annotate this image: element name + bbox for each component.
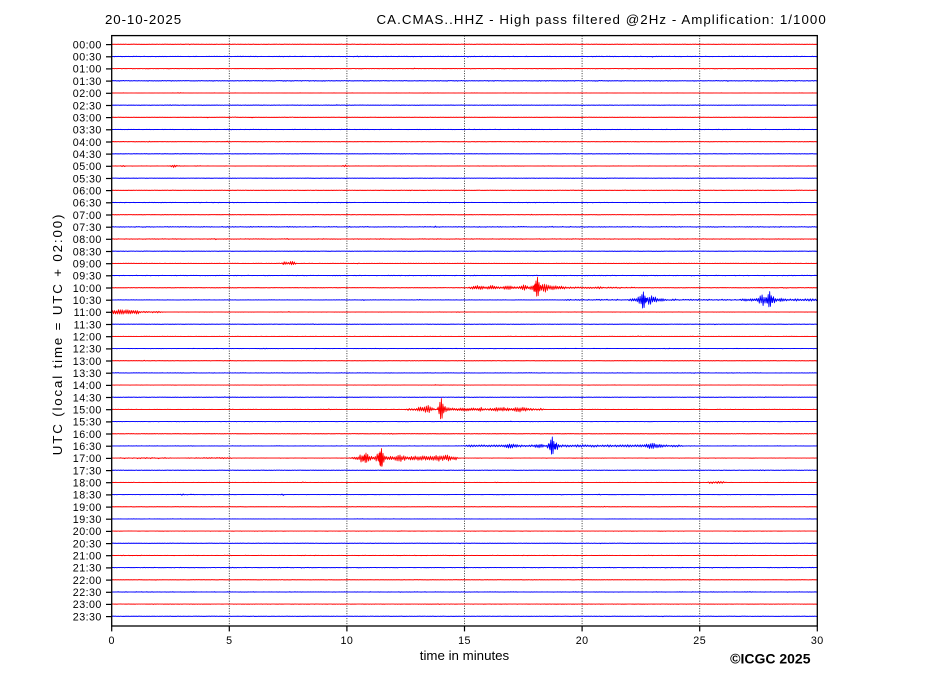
svg-text:20: 20 bbox=[576, 635, 589, 647]
svg-text:01:30: 01:30 bbox=[73, 76, 102, 88]
svg-text:23:00: 23:00 bbox=[73, 599, 102, 611]
svg-text:07:30: 07:30 bbox=[73, 222, 102, 234]
svg-text:00:30: 00:30 bbox=[73, 52, 102, 64]
svg-text:04:30: 04:30 bbox=[73, 149, 102, 161]
svg-text:00:00: 00:00 bbox=[73, 39, 102, 51]
svg-text:10:30: 10:30 bbox=[73, 295, 102, 307]
svg-text:18:30: 18:30 bbox=[73, 490, 102, 502]
svg-text:08:30: 08:30 bbox=[73, 246, 102, 258]
svg-text:09:30: 09:30 bbox=[73, 271, 102, 283]
svg-text:UTC (local time = UTC + 02:00): UTC (local time = UTC + 02:00) bbox=[50, 213, 65, 455]
svg-text:05:00: 05:00 bbox=[73, 161, 102, 173]
svg-text:14:30: 14:30 bbox=[73, 392, 102, 404]
svg-text:22:30: 22:30 bbox=[73, 587, 102, 599]
svg-text:21:30: 21:30 bbox=[73, 563, 102, 575]
svg-text:03:00: 03:00 bbox=[73, 112, 102, 124]
svg-text:30: 30 bbox=[811, 635, 824, 647]
svg-text:22:00: 22:00 bbox=[73, 575, 102, 587]
svg-text:10: 10 bbox=[341, 635, 354, 647]
svg-text:21:00: 21:00 bbox=[73, 551, 102, 563]
svg-text:04:00: 04:00 bbox=[73, 137, 102, 149]
svg-text:15:00: 15:00 bbox=[73, 405, 102, 417]
svg-text:06:30: 06:30 bbox=[73, 198, 102, 210]
svg-text:09:00: 09:00 bbox=[73, 259, 102, 271]
svg-text:11:00: 11:00 bbox=[74, 307, 102, 319]
svg-text:15: 15 bbox=[458, 635, 471, 647]
svg-text:14:00: 14:00 bbox=[73, 380, 102, 392]
svg-text:19:30: 19:30 bbox=[73, 514, 102, 526]
svg-text:5: 5 bbox=[226, 635, 232, 647]
svg-text:10:00: 10:00 bbox=[73, 283, 102, 295]
svg-text:03:30: 03:30 bbox=[73, 125, 102, 137]
svg-text:20-10-2025: 20-10-2025 bbox=[105, 12, 182, 27]
svg-text:16:00: 16:00 bbox=[73, 429, 102, 441]
svg-text:13:00: 13:00 bbox=[73, 356, 102, 368]
svg-text:02:00: 02:00 bbox=[73, 88, 102, 100]
svg-text:06:00: 06:00 bbox=[73, 185, 102, 197]
svg-text:0: 0 bbox=[108, 635, 114, 647]
svg-text:07:00: 07:00 bbox=[73, 210, 102, 222]
svg-text:13:30: 13:30 bbox=[73, 368, 102, 380]
svg-text:17:00: 17:00 bbox=[73, 453, 102, 465]
svg-text:time in minutes: time in minutes bbox=[420, 648, 510, 663]
svg-text:18:00: 18:00 bbox=[73, 478, 102, 490]
svg-text:CA.CMAS..HHZ - High pass filte: CA.CMAS..HHZ - High pass filtered @2Hz -… bbox=[377, 12, 827, 27]
svg-text:12:00: 12:00 bbox=[73, 332, 102, 344]
svg-text:08:00: 08:00 bbox=[73, 234, 102, 246]
svg-text:23:30: 23:30 bbox=[73, 611, 102, 623]
svg-text:20:30: 20:30 bbox=[73, 538, 102, 550]
svg-text:16:30: 16:30 bbox=[73, 441, 102, 453]
svg-text:17:30: 17:30 bbox=[73, 465, 102, 477]
svg-text:25: 25 bbox=[693, 635, 706, 647]
svg-text:11:30: 11:30 bbox=[74, 319, 102, 331]
svg-text:19:00: 19:00 bbox=[73, 502, 102, 514]
svg-text:02:30: 02:30 bbox=[73, 100, 102, 112]
svg-text:01:00: 01:00 bbox=[73, 64, 102, 76]
svg-text:12:30: 12:30 bbox=[73, 344, 102, 356]
svg-text:05:30: 05:30 bbox=[73, 173, 102, 185]
svg-text:15:30: 15:30 bbox=[73, 417, 102, 429]
svg-text:©ICGC 2025: ©ICGC 2025 bbox=[730, 650, 811, 666]
svg-text:20:00: 20:00 bbox=[73, 526, 102, 538]
